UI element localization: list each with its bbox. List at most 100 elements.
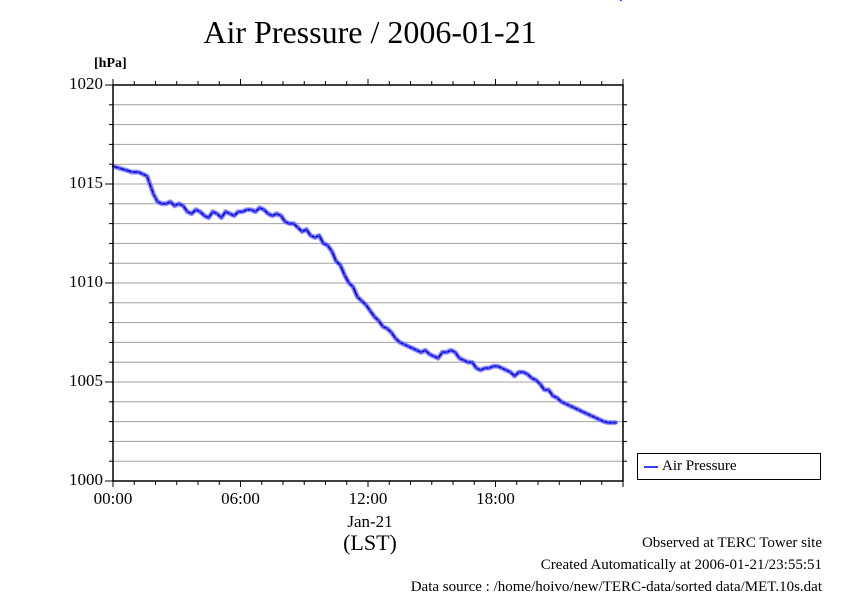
data-point	[606, 421, 610, 424]
data-point	[130, 170, 134, 174]
data-point	[555, 396, 559, 400]
data-point	[581, 410, 584, 413]
y-axis-unit-label: [hPa]	[94, 56, 127, 71]
data-point	[118, 166, 121, 170]
data-point	[487, 366, 491, 370]
y-tick-label: 1020	[69, 74, 103, 93]
data-point	[322, 242, 325, 245]
data-point	[300, 230, 304, 233]
data-point	[275, 212, 278, 215]
x-tick-label: 18:00	[476, 489, 515, 508]
data-point	[181, 204, 185, 207]
data-point	[296, 226, 300, 229]
data-point	[177, 202, 181, 205]
data-point	[198, 210, 202, 213]
data-point	[347, 281, 351, 285]
data-point	[415, 349, 419, 352]
data-point	[445, 351, 448, 354]
data-point	[424, 349, 427, 352]
x-axis-date-label: Jan-21	[347, 512, 393, 531]
data-point	[394, 337, 397, 340]
data-point	[145, 174, 149, 178]
data-point	[551, 394, 555, 398]
data-point	[500, 366, 504, 370]
data-point	[568, 404, 572, 407]
data-point	[538, 382, 542, 386]
data-point	[190, 212, 193, 215]
data-point	[334, 260, 338, 263]
data-point	[441, 351, 444, 354]
data-point	[330, 250, 334, 253]
data-point	[164, 202, 168, 205]
data-point	[517, 370, 521, 374]
data-point	[513, 374, 516, 378]
data-point	[313, 236, 317, 239]
data-point	[377, 319, 380, 322]
data-point	[589, 414, 593, 417]
data-point	[305, 228, 308, 231]
gridlines	[113, 104, 623, 462]
y-tick-label: 1010	[69, 272, 103, 291]
data-point	[279, 214, 283, 217]
data-point	[224, 210, 227, 213]
data-point	[262, 208, 266, 211]
data-point	[169, 200, 172, 204]
data-point	[407, 345, 410, 348]
data-point	[560, 400, 563, 403]
data-point	[458, 357, 461, 360]
data-point	[530, 376, 533, 380]
x-tick-label: 12:00	[348, 489, 388, 508]
data-point	[364, 303, 368, 306]
y-tick-label: 1015	[69, 173, 103, 192]
data-point	[470, 361, 474, 364]
data-point	[509, 370, 512, 374]
data-point	[475, 366, 478, 370]
data-point	[124, 168, 127, 172]
data-point	[292, 222, 295, 225]
x-axis-label: (LST)	[343, 530, 397, 555]
data-point	[619, 0, 623, 2]
data-point	[232, 214, 236, 217]
data-point	[156, 200, 159, 204]
observed-note: Observed at TERC Tower site	[641, 535, 822, 551]
data-point	[211, 210, 215, 213]
data-point	[615, 421, 618, 424]
plot-frame	[112, 84, 624, 482]
data-point	[428, 353, 431, 356]
created-note: Created Automatically at 2006-01-21/23:5…	[540, 557, 822, 573]
data-point	[368, 309, 372, 312]
data-point	[137, 170, 140, 174]
data-point	[317, 234, 321, 237]
data-point	[309, 234, 312, 237]
data-point	[547, 388, 550, 392]
data-point	[462, 359, 465, 362]
data-point	[215, 212, 219, 215]
data-point	[207, 216, 210, 219]
data-point	[504, 368, 508, 372]
data-point	[326, 244, 329, 247]
data-point	[496, 364, 499, 368]
data-point	[254, 210, 257, 213]
data-point	[602, 420, 606, 423]
chart-title: Air Pressure / 2006-01-21	[203, 14, 537, 50]
data-point	[598, 418, 601, 421]
data-point	[564, 402, 567, 405]
data-point	[154, 196, 157, 200]
data-point	[228, 212, 232, 215]
data-point	[249, 208, 253, 211]
data-point	[351, 285, 355, 289]
data-point	[453, 351, 457, 354]
data-point	[343, 273, 346, 277]
data-point	[385, 327, 389, 330]
data-point	[288, 222, 291, 225]
data-point	[449, 349, 453, 352]
data-point	[194, 208, 198, 211]
data-point	[381, 325, 385, 328]
data-point	[390, 331, 393, 334]
data-point	[152, 192, 155, 196]
data-point	[466, 361, 470, 364]
data-point	[398, 341, 402, 344]
data-source-note: Data source : /home/hoivo/new/TERC-data/…	[410, 579, 822, 595]
data-point	[373, 315, 376, 318]
